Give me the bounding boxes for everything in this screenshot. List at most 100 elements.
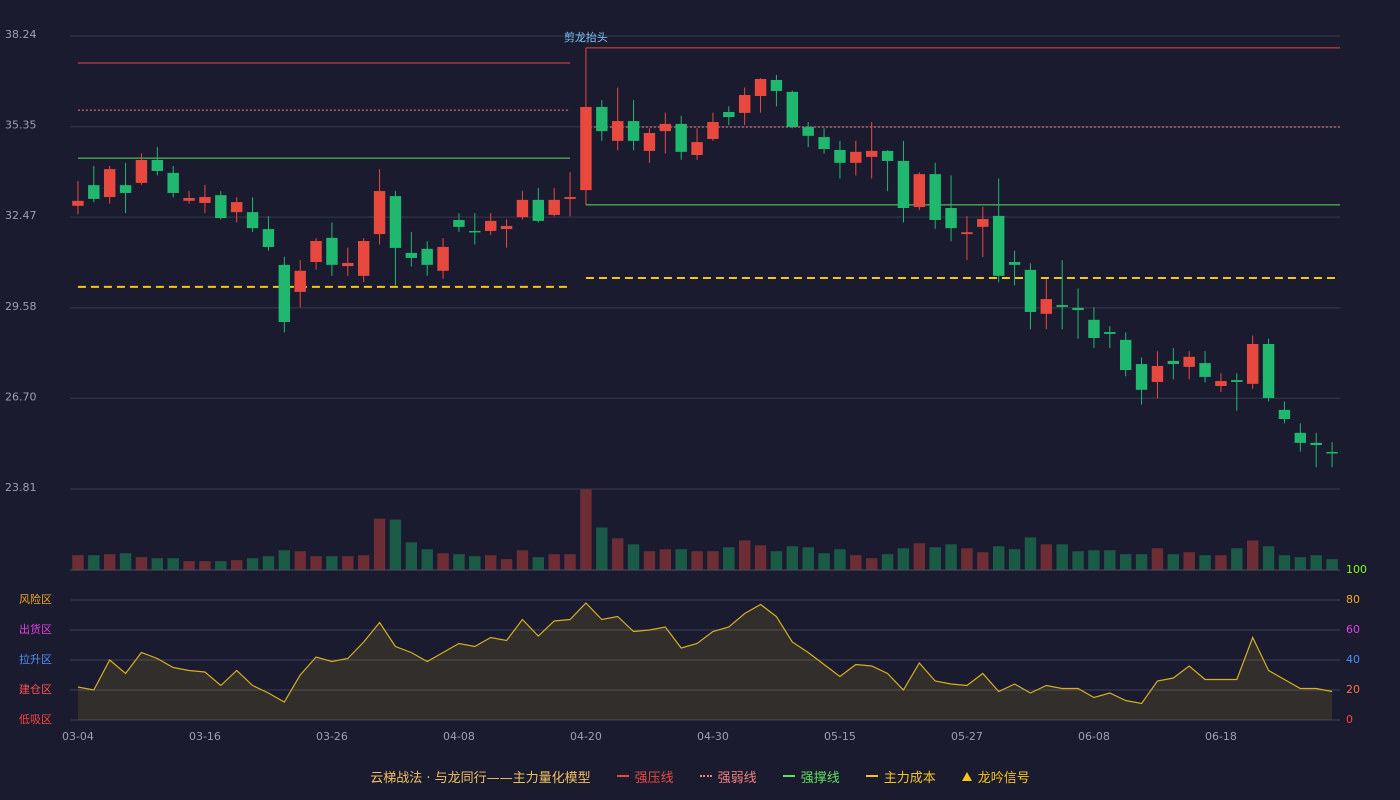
volume-bar — [262, 556, 275, 570]
volume-bar — [691, 551, 703, 570]
volume-bar — [1326, 559, 1338, 570]
candle-body — [1167, 360, 1180, 365]
y-tick-label: 32.47 — [5, 209, 37, 222]
x-tick-label: 04-08 — [443, 730, 475, 743]
y2-tick-label: 0 — [1346, 713, 1353, 726]
legend: 云梯战法 · 与龙同行——主力量化模型 强压线 强弱线 强撑线 主力成本 龙吟信号 — [0, 766, 1400, 786]
volume-bar — [88, 555, 100, 570]
volume-bar — [929, 547, 941, 570]
legend-label: 强压线 — [634, 770, 674, 786]
zone-label: 出货区 — [19, 622, 52, 636]
volume-bar — [72, 555, 84, 570]
volume-bar — [167, 558, 179, 570]
candle-body — [294, 270, 306, 292]
legend-label: 龙吟信号 — [977, 770, 1030, 786]
volume-bar — [1088, 550, 1100, 570]
volume-bar — [246, 558, 259, 570]
legend-title: 云梯战法 · 与龙同行——主力量化模型 — [370, 770, 591, 786]
legend-swatch — [782, 775, 795, 777]
volume-bar — [738, 540, 751, 570]
volume-bar — [659, 549, 672, 570]
volume-bar — [611, 538, 624, 570]
candle-body — [1278, 409, 1291, 419]
candle-body — [754, 79, 767, 96]
candle-body — [1008, 262, 1021, 265]
candle-body — [167, 172, 179, 193]
volume-bar — [818, 553, 830, 570]
candle-body — [1246, 343, 1259, 384]
volume-bar — [135, 557, 148, 570]
volume-bar — [627, 544, 640, 570]
candle-body — [1310, 442, 1322, 446]
candle-body — [1040, 299, 1053, 314]
candle-body — [1072, 307, 1084, 311]
volume-bar — [1119, 554, 1132, 570]
candle-body — [532, 199, 545, 221]
candle-body — [643, 133, 656, 151]
volume-bar — [770, 551, 783, 570]
candle-body — [992, 215, 1005, 276]
volume-bar — [437, 553, 449, 570]
candle-body — [913, 174, 926, 208]
volume-bar — [977, 552, 989, 570]
candle-body — [342, 262, 354, 267]
y-tick-label: 29.58 — [5, 300, 37, 313]
candle-body — [199, 197, 211, 204]
volume-bar — [1246, 540, 1259, 570]
x-tick-label: 06-08 — [1078, 730, 1110, 743]
volume-bar — [500, 559, 513, 570]
x-tick-label: 03-26 — [316, 730, 348, 743]
y2-tick-label: 80 — [1346, 593, 1360, 606]
candle-body — [564, 197, 576, 199]
volume-bar — [1072, 551, 1084, 570]
zone-label: 拉升区 — [19, 652, 52, 666]
candle-body — [310, 240, 322, 263]
candle-body — [373, 191, 386, 235]
volume-bar — [945, 544, 957, 570]
volume-bar — [469, 556, 481, 570]
volume-bar — [103, 554, 116, 570]
zone-label: 风险区 — [19, 592, 52, 606]
candle-body — [881, 150, 894, 161]
volume-bar — [1215, 555, 1227, 570]
volume-bar — [897, 548, 910, 570]
legend-swatch — [616, 775, 629, 777]
volume-bar — [326, 556, 338, 570]
volume-bar — [961, 548, 973, 570]
chart: 38.24 35.35 32.47 29.58 26.70 23.81 剪龙抬头 100 80 6… — [5, 28, 1367, 743]
volume-bar — [707, 551, 719, 570]
legend-swatch — [699, 775, 712, 777]
candle-body — [215, 195, 227, 219]
candle-body — [611, 121, 624, 141]
volume-bar — [1294, 557, 1307, 570]
x-tick-label: 05-27 — [951, 730, 983, 743]
legend-label: 主力成本 — [883, 770, 936, 786]
volume-bar — [1231, 548, 1243, 570]
candle-body — [580, 106, 592, 191]
volume-bar — [532, 557, 545, 570]
candle-body — [135, 160, 148, 183]
y2-tick-label: 40 — [1346, 653, 1360, 666]
volume-bar — [1183, 552, 1195, 570]
volume-bar — [294, 551, 306, 570]
legend-item: 强压线 — [616, 767, 674, 786]
volume-bar — [675, 549, 687, 570]
candle-body — [1231, 380, 1243, 382]
y2-tick-label: 60 — [1346, 623, 1360, 636]
indicator-area — [77, 603, 1333, 720]
volume-bar — [564, 554, 576, 570]
volume-bar — [548, 554, 560, 570]
candle-body — [596, 106, 608, 132]
candle-body — [453, 219, 465, 227]
candle-body — [389, 196, 402, 248]
volume-bar — [1040, 544, 1053, 570]
legend-item: 龙吟信号 — [961, 767, 1030, 786]
volume-bar — [643, 551, 656, 570]
volume-bar — [850, 555, 862, 570]
candle-body — [659, 123, 672, 132]
signal-marker — [961, 771, 972, 781]
volume-bar — [199, 561, 211, 570]
volume-bar — [1310, 555, 1322, 570]
candle-body — [818, 137, 830, 150]
volume-bar — [580, 489, 592, 570]
